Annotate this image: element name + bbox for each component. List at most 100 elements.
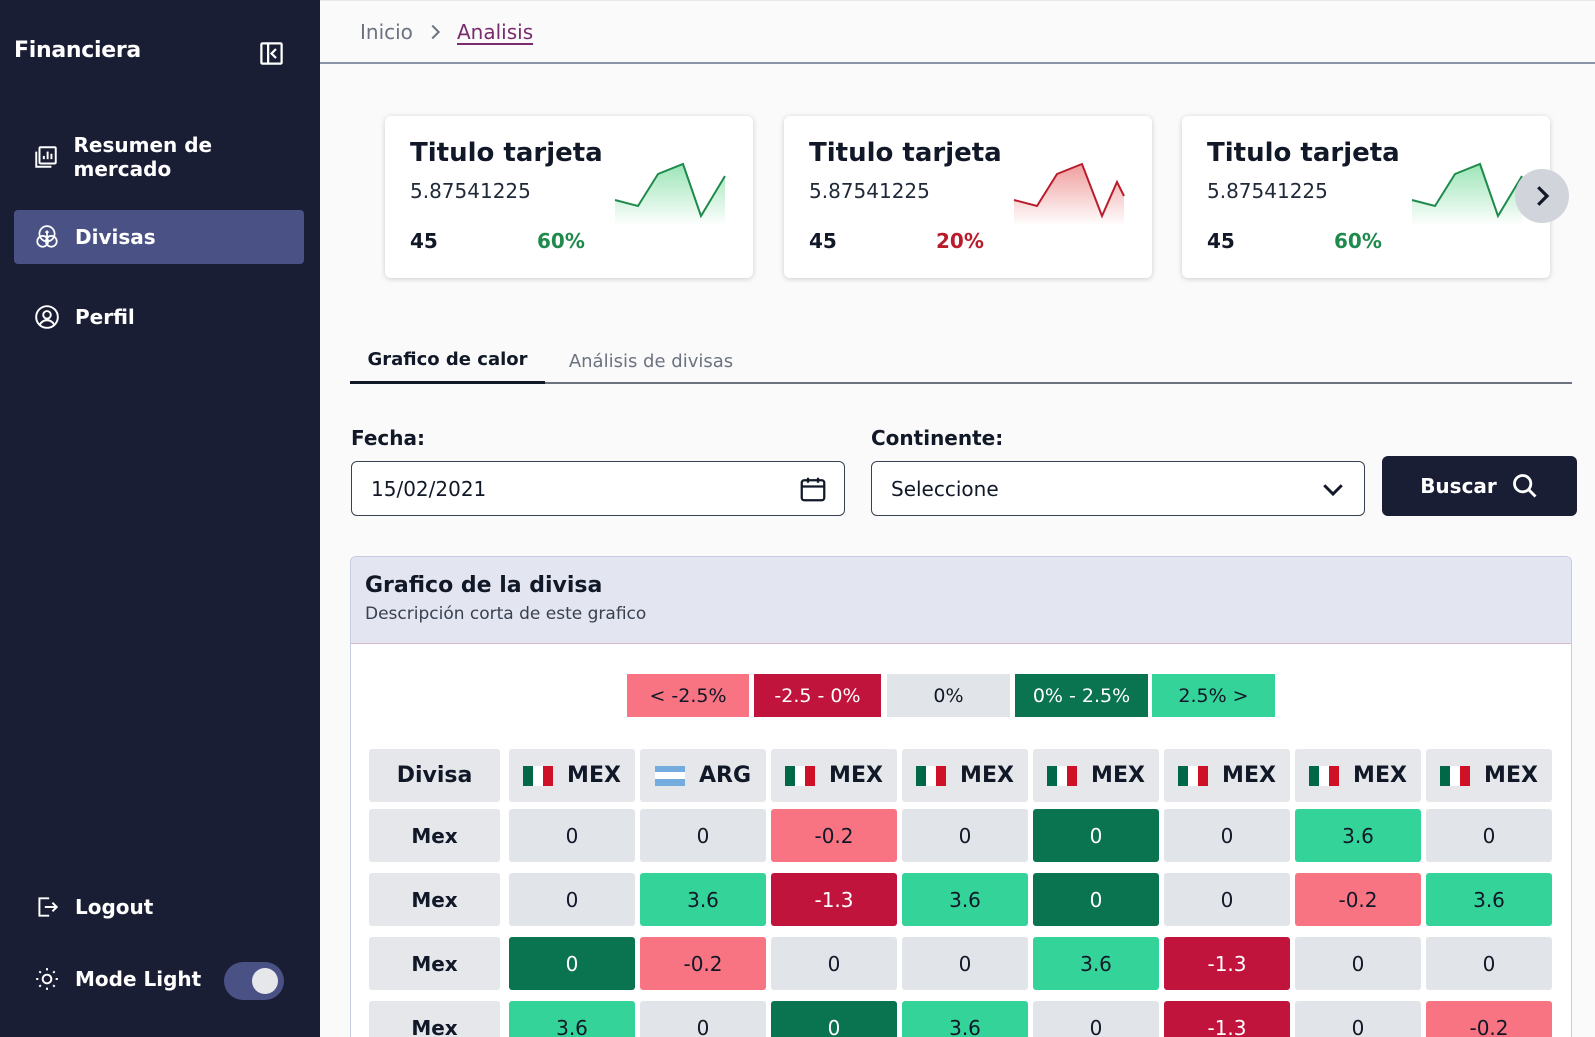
- panel-title: Grafico de la divisa: [365, 573, 603, 598]
- column-code: MEX: [1091, 763, 1145, 788]
- heatmap-cell[interactable]: -1.3: [1164, 937, 1290, 990]
- column-code: MEX: [829, 763, 883, 788]
- sparkline-up: [1411, 162, 1523, 226]
- heatmap-cell[interactable]: -0.2: [771, 809, 897, 862]
- breadcrumb-home[interactable]: Inicio: [360, 20, 413, 44]
- date-value: 15/02/2021: [371, 476, 487, 501]
- column-code: MEX: [1222, 763, 1276, 788]
- summary-card[interactable]: Titulo tarjeta 5.87541225 45 60%: [385, 116, 753, 278]
- main-content: Inicio Analisis Titulo tarjeta 5.8754122…: [320, 0, 1595, 1037]
- card-title: Titulo tarjeta: [809, 138, 1002, 168]
- heatmap-cell[interactable]: 0: [1426, 809, 1552, 862]
- chevron-right-icon: [424, 21, 446, 43]
- mexico-flag-icon: [523, 765, 554, 786]
- heatmap-cell[interactable]: -1.3: [1164, 1001, 1290, 1037]
- mode-toggle[interactable]: [224, 962, 284, 1000]
- heatmap-cell[interactable]: 0: [509, 873, 635, 926]
- logout-icon: [33, 893, 61, 921]
- mexico-flag-icon: [1047, 765, 1078, 786]
- heatmap-cell[interactable]: 0: [1033, 873, 1159, 926]
- heatmap-cell[interactable]: 0: [640, 809, 766, 862]
- heatmap-column-header[interactable]: MEX: [771, 749, 897, 802]
- mexico-flag-icon: [1178, 765, 1209, 786]
- tab-analisis-divisas[interactable]: Análisis de divisas: [568, 350, 734, 372]
- card-percent: 60%: [537, 229, 585, 253]
- mode-label: Mode Light: [75, 967, 202, 991]
- heatmap-cell[interactable]: -0.2: [1295, 873, 1421, 926]
- heatmap-column-header[interactable]: ARG: [640, 749, 766, 802]
- toggle-knob: [252, 968, 278, 994]
- calendar-icon[interactable]: [798, 474, 828, 504]
- heatmap-cell[interactable]: 0: [771, 1001, 897, 1037]
- mexico-flag-icon: [1440, 765, 1471, 786]
- sidebar-item-resumen[interactable]: Resumen de mercado: [14, 130, 304, 184]
- heatmap-cell[interactable]: 0: [509, 937, 635, 990]
- card-percent: 60%: [1334, 229, 1382, 253]
- heatmap-cell[interactable]: 3.6: [640, 873, 766, 926]
- sidebar-collapse-icon[interactable]: [258, 40, 285, 67]
- column-code: MEX: [1484, 763, 1538, 788]
- heatmap-cell[interactable]: 3.6: [1033, 937, 1159, 990]
- heatmap-cell[interactable]: 3.6: [902, 1001, 1028, 1037]
- heatmap-cell[interactable]: 0: [1164, 873, 1290, 926]
- sidebar-item-divisas[interactable]: Divisas: [14, 210, 304, 264]
- column-code: ARG: [698, 763, 752, 788]
- heatmap-column-header[interactable]: MEX: [509, 749, 635, 802]
- card-value: 5.87541225: [1207, 179, 1328, 203]
- heatmap-cell[interactable]: 3.6: [902, 873, 1028, 926]
- heatmap-cell[interactable]: 0: [1033, 809, 1159, 862]
- heatmap-column-header[interactable]: MEX: [1164, 749, 1290, 802]
- heatmap-cell[interactable]: 0: [1295, 937, 1421, 990]
- mexico-flag-icon: [785, 765, 816, 786]
- breadcrumb-current[interactable]: Analisis: [457, 20, 534, 44]
- heatmap-cell[interactable]: 3.6: [509, 1001, 635, 1037]
- logout-label: Logout: [75, 895, 154, 919]
- carousel-next-button[interactable]: [1515, 169, 1569, 223]
- sidebar: Financiera Resumen de mercado Divisas Pe…: [0, 0, 320, 1037]
- heatmap-cell[interactable]: 3.6: [1295, 809, 1421, 862]
- mexico-flag-icon: [1309, 765, 1340, 786]
- heatmap-cell[interactable]: 0: [509, 809, 635, 862]
- heatmap-cell[interactable]: 0: [902, 937, 1028, 990]
- heatmap-panel: Grafico de la divisa Descripción corta d…: [350, 556, 1572, 1037]
- panel-header: Grafico de la divisa Descripción corta d…: [351, 557, 1571, 644]
- heatmap-cell[interactable]: 0: [902, 809, 1028, 862]
- heatmap-cell[interactable]: -1.3: [771, 873, 897, 926]
- continent-select[interactable]: Seleccione: [871, 461, 1365, 516]
- summary-card[interactable]: Titulo tarjeta 5.87541225 45 20%: [784, 116, 1152, 278]
- heatmap-cell[interactable]: 0: [1033, 1001, 1159, 1037]
- tab-grafico-calor[interactable]: Grafico de calor: [350, 338, 545, 384]
- heatmap-column-header[interactable]: MEX: [1295, 749, 1421, 802]
- heatmap-row-header: Mex: [369, 937, 500, 990]
- summary-card[interactable]: Titulo tarjeta 5.87541225 45 60%: [1182, 116, 1550, 278]
- legend-chip: 0% - 2.5%: [1015, 674, 1148, 717]
- sidebar-item-perfil[interactable]: Perfil: [14, 290, 304, 344]
- sidebar-item-label: Perfil: [75, 305, 135, 329]
- heatmap-cell[interactable]: -0.2: [640, 937, 766, 990]
- heatmap-cell[interactable]: -0.2: [1426, 1001, 1552, 1037]
- tab-bar: Grafico de calor Análisis de divisas: [350, 338, 1572, 384]
- date-field[interactable]: 15/02/2021: [351, 461, 845, 516]
- sparkline-down: [1013, 162, 1125, 226]
- continent-label: Continente:: [871, 426, 1004, 450]
- card-title: Titulo tarjeta: [410, 138, 603, 168]
- heatmap-column-header[interactable]: MEX: [1426, 749, 1552, 802]
- heatmap-cell[interactable]: 0: [640, 1001, 766, 1037]
- search-button-label: Buscar: [1420, 474, 1497, 498]
- heatmap-column-header[interactable]: MEX: [902, 749, 1028, 802]
- logout-button[interactable]: Logout: [14, 880, 304, 934]
- brand-logo: Financiera: [14, 38, 141, 63]
- card-count: 45: [1207, 229, 1235, 253]
- heatmap-row-header: Mex: [369, 873, 500, 926]
- heatmap-column-header[interactable]: MEX: [1033, 749, 1159, 802]
- search-button[interactable]: Buscar: [1382, 456, 1577, 516]
- heatmap-cell[interactable]: 0: [1426, 937, 1552, 990]
- panel-subtitle: Descripción corta de este grafico: [365, 604, 647, 624]
- heatmap-cell[interactable]: 0: [1295, 1001, 1421, 1037]
- heatmap-cell[interactable]: 3.6: [1426, 873, 1552, 926]
- sidebar-item-label: Resumen de mercado: [73, 133, 213, 181]
- heatmap-cell[interactable]: 0: [771, 937, 897, 990]
- search-icon: [1512, 474, 1537, 498]
- legend-chip: < -2.5%: [627, 674, 749, 717]
- heatmap-cell[interactable]: 0: [1164, 809, 1290, 862]
